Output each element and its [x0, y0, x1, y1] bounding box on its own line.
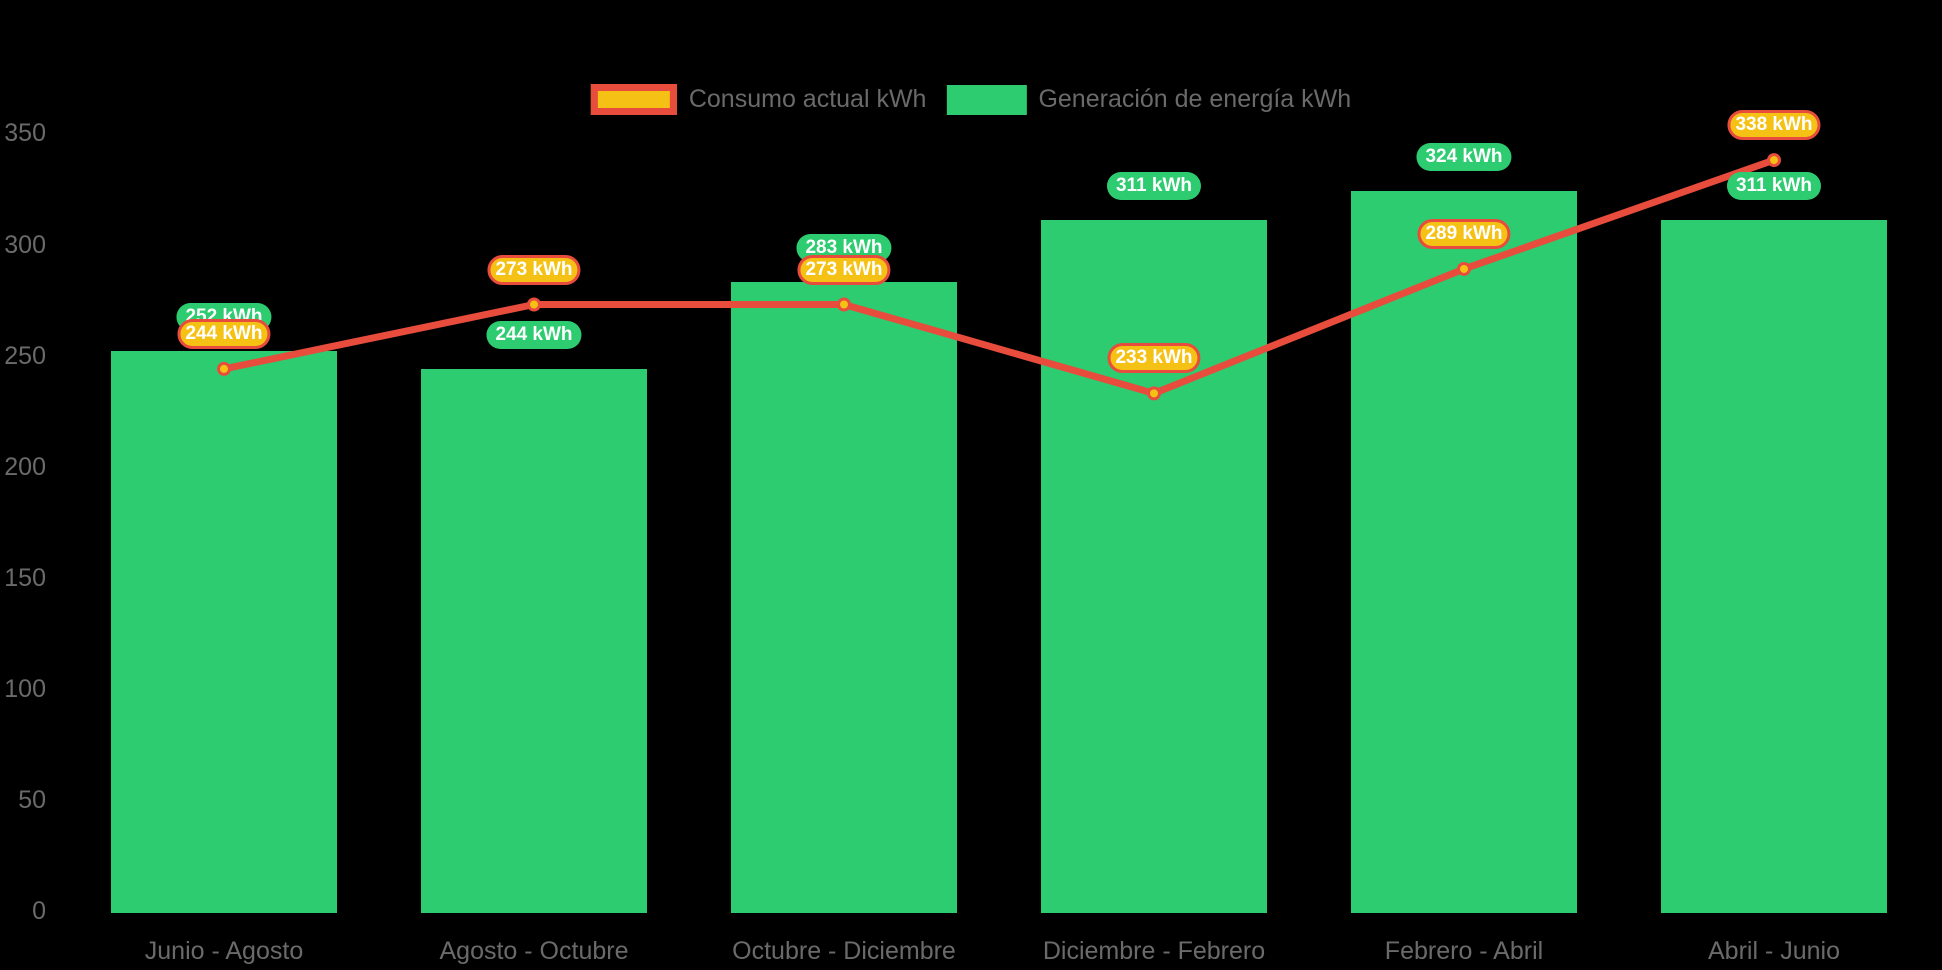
legend-label-generacion: Generación de energía kWh: [1038, 85, 1352, 113]
legend-item-generacion[interactable]: Generación de energía kWh: [946, 84, 1352, 115]
x-axis-category-label: Abril - Junio: [1708, 937, 1840, 965]
consumo-data-label: 273 kWh: [487, 254, 581, 285]
consumo-point-marker-2[interactable]: [527, 297, 541, 312]
x-axis-category-label: Junio - Agosto: [144, 937, 304, 965]
consumo-data-label: 233 kWh: [1107, 343, 1201, 374]
consumo-point-marker-3[interactable]: [837, 297, 851, 312]
bar-generacion-2[interactable]: [421, 368, 647, 913]
x-axis-category-label: Diciembre - Febrero: [1042, 937, 1266, 965]
generacion-data-label: 311 kWh: [1726, 172, 1822, 201]
y-axis-tick-label: 0: [32, 897, 46, 925]
legend-item-consumo[interactable]: Consumo actual kWh: [590, 84, 927, 115]
consumo-data-label: 273 kWh: [797, 254, 891, 285]
consumo-point-marker-4[interactable]: [1147, 386, 1161, 401]
generacion-data-label: 244 kWh: [486, 320, 582, 349]
consumo-point-marker-5[interactable]: [1457, 261, 1471, 276]
bar-generacion-3[interactable]: [731, 282, 957, 913]
bar-generacion-5[interactable]: [1351, 191, 1577, 913]
bar-generacion-1[interactable]: [111, 351, 337, 913]
consumo-data-label: 244 kWh: [177, 318, 271, 349]
y-axis-tick-label: 250: [4, 341, 46, 370]
generacion-data-label: 311 kWh: [1106, 172, 1202, 201]
y-axis-tick-label: 200: [4, 452, 46, 481]
consumo-data-label: 338 kWh: [1727, 110, 1821, 141]
y-axis-tick-label: 350: [4, 119, 46, 148]
consumo-data-label: 289 kWh: [1417, 218, 1511, 249]
y-axis-tick-label: 100: [4, 674, 46, 703]
consumo-line[interactable]: [223, 156, 1776, 397]
consumo-legend-swatch-icon: [590, 84, 677, 115]
y-axis-tick-label: 50: [18, 785, 46, 814]
chart-legend: Consumo actual kWh Generación de energía…: [590, 84, 1352, 115]
legend-label-consumo: Consumo actual kWh: [688, 85, 927, 113]
consumo-point-marker-6[interactable]: [1767, 153, 1781, 168]
consumo-point-marker-1[interactable]: [217, 361, 231, 376]
y-axis-tick-label: 150: [4, 563, 46, 592]
generacion-legend-swatch-icon: [946, 84, 1027, 115]
x-axis-category-label: Febrero - Abril: [1384, 937, 1544, 965]
y-axis-tick-label: 300: [4, 230, 46, 259]
bar-generacion-6[interactable]: [1661, 220, 1887, 913]
bar-generacion-4[interactable]: [1041, 220, 1267, 913]
generacion-data-label: 324 kWh: [1416, 143, 1512, 172]
x-axis-category-label: Octubre - Diciembre: [732, 937, 956, 965]
x-axis-category-label: Agosto - Octubre: [439, 937, 629, 965]
